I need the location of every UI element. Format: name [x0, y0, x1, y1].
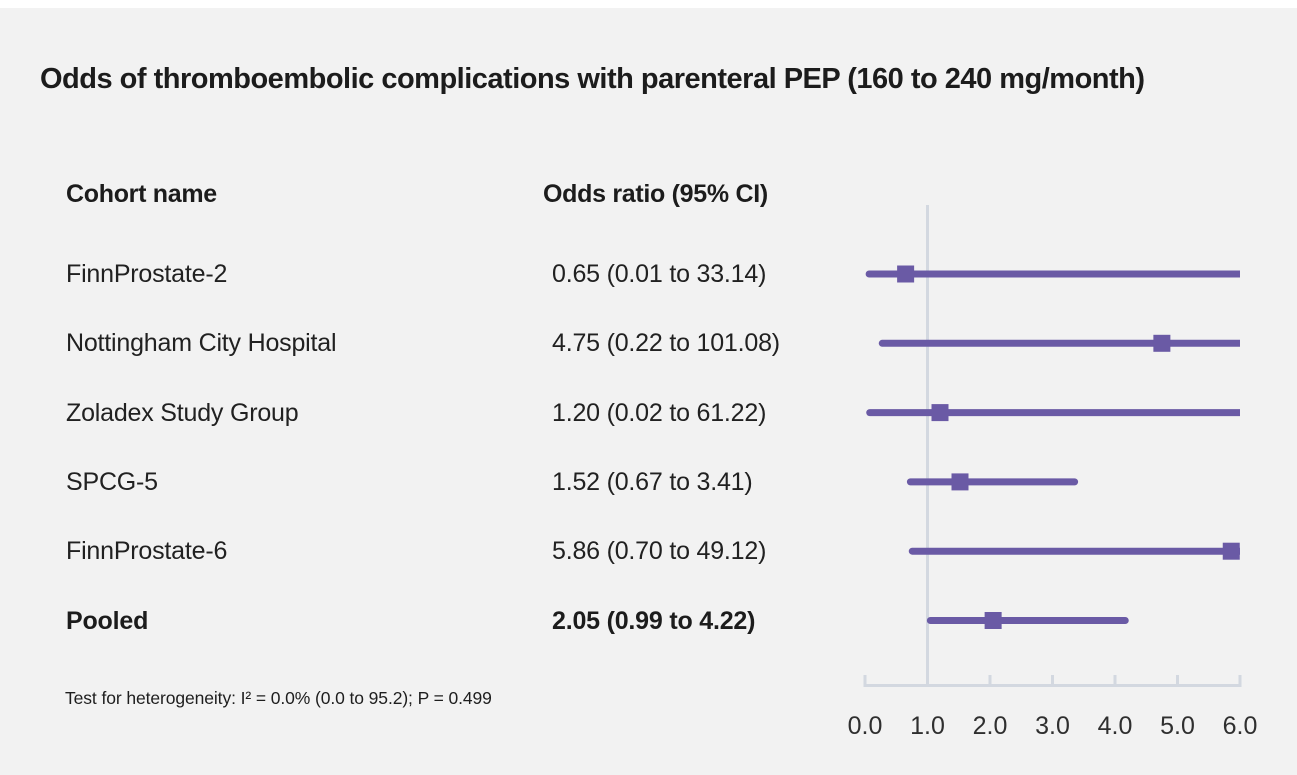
heterogeneity-footnote: Test for heterogeneity: I² = 0.0% (0.0 t… [65, 688, 492, 708]
table-row: FinnProstate-6 5.86 (0.70 to 49.12) [0, 534, 840, 568]
table-row: Zoladex Study Group 1.20 (0.02 to 61.22) [0, 396, 840, 430]
column-header-cohort-name: Cohort name [66, 180, 217, 208]
table-row: Nottingham City Hospital 4.75 (0.22 to 10… [0, 326, 840, 360]
ci-line [906, 478, 1079, 486]
x-axis-tick-label: 2.0 [973, 712, 1008, 740]
odds-ratio-cell: 2.05 (0.99 to 4.22) [552, 606, 756, 635]
chart-title: Odds of thromboembolic complications wit… [40, 63, 1145, 95]
ci-line [926, 617, 1129, 624]
odds-ratio-cell: 5.86 (0.70 to 49.12) [552, 537, 767, 566]
table-row: Pooled 2.05 (0.99 to 4.22) [0, 604, 840, 638]
estimate-marker [984, 612, 1002, 629]
x-axis-tick-label: 0.0 [848, 712, 883, 740]
ci-line [866, 409, 1240, 417]
top-strip [0, 0, 1297, 8]
odds-ratio-cell: 1.20 (0.02 to 61.22) [552, 398, 767, 427]
column-header-odds-ratio: Odds ratio (95% CI) [543, 180, 768, 208]
cohort-name-cell: FinnProstate-2 [66, 260, 228, 288]
estimate-marker [931, 404, 949, 422]
estimate-marker [951, 473, 969, 491]
cohort-name-cell: Nottingham City Hospital [66, 329, 337, 358]
x-axis-tick-label: 1.0 [910, 712, 945, 740]
forest-chart: 0.0 1.0 2.0 3.0 4.0 5.0 6.0 [848, 205, 1258, 740]
odds-ratio-cell: 0.65 (0.01 to 33.14) [552, 260, 767, 288]
x-axis-tick-label: 4.0 [1098, 712, 1133, 740]
cohort-name-cell: Pooled [66, 606, 149, 635]
ci-line [878, 339, 1240, 347]
x-axis-tick-label: 3.0 [1035, 712, 1070, 740]
table-row: FinnProstate-2 0.65 (0.01 to 33.14) [0, 257, 840, 291]
estimate-marker [1222, 542, 1240, 560]
cohort-name-cell: FinnProstate-6 [66, 537, 228, 566]
cohort-name-cell: SPCG-5 [66, 467, 158, 496]
odds-ratio-cell: 4.75 (0.22 to 101.08) [552, 329, 780, 358]
ci-line [865, 270, 1240, 278]
x-axis-tick-label: 6.0 [1223, 712, 1258, 740]
estimate-marker [1153, 334, 1171, 352]
x-axis-tick-label: 5.0 [1160, 712, 1195, 740]
estimate-marker [897, 265, 915, 283]
cohort-name-cell: Zoladex Study Group [66, 398, 299, 427]
table-row: SPCG-5 1.52 (0.67 to 3.41) [0, 465, 840, 499]
ci-line [908, 547, 1240, 555]
odds-ratio-cell: 1.52 (0.67 to 3.41) [552, 467, 753, 496]
